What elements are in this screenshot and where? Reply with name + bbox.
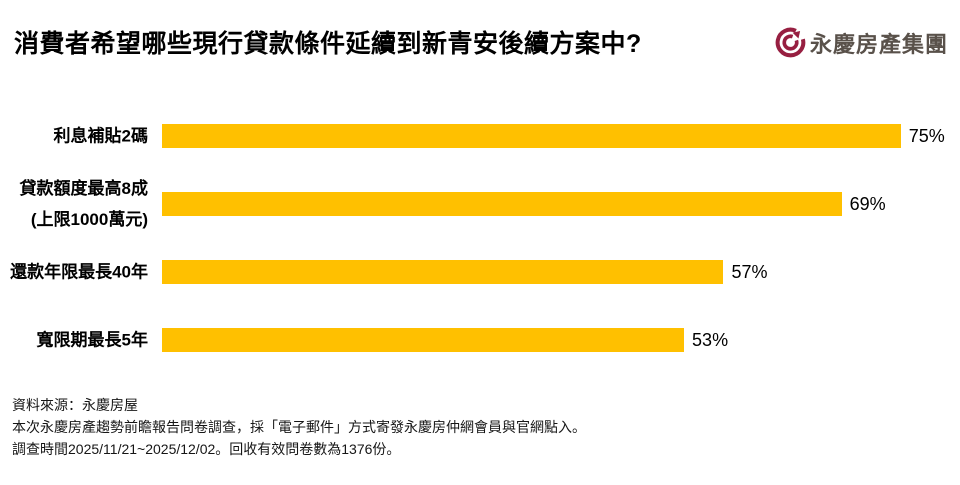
chart-row: 寬限期最長5年 53% [0,316,960,364]
source-note: 資料來源：永慶房屋 [12,397,138,413]
bar [162,192,842,216]
chart-row: 還款年限最長40年 57% [0,248,960,296]
category-label: 寬限期最長5年 [36,330,148,350]
page-title: 消費者希望哪些現行貸款條件延續到新青安後續方案中? [14,30,642,58]
chart-row: 利息補貼2碼 75% [0,112,960,160]
bar [162,124,901,148]
chart-row: 貸款額度最高8成 (上限1000萬元) 69% [0,179,960,229]
bar-chart: 利息補貼2碼 75% 貸款額度最高8成 (上限1000萬元) 69% 還款年限最… [0,102,960,392]
company-logo: 永慶房產集團 [774,26,948,59]
value-label: 53% [692,329,729,350]
logo-text: 永慶房產集團 [809,31,948,57]
survey-method-note: 本次永慶房產趨勢前瞻報告問卷調查，採「電子郵件」方式寄發永慶房仲網會員與官網點入… [12,419,586,435]
value-label: 69% [849,193,886,214]
category-label: 還款年限最長40年 [10,262,148,282]
bar [162,260,724,284]
bar [162,328,685,352]
survey-period-note: 調查時間2025/11/21~2025/12/02。回收有效問卷數為1376份。 [12,441,401,457]
value-label: 75% [908,125,945,146]
category-label: 利息補貼2碼 [53,126,148,146]
footer-notes: 資料來源：永慶房屋 本次永慶房產趨勢前瞻報告問卷調查，採「電子郵件」方式寄發永慶… [12,394,586,460]
yungching-logo-icon [774,26,807,59]
category-label: 貸款額度最高8成 (上限1000萬元) [19,179,148,229]
value-label: 57% [731,261,768,282]
